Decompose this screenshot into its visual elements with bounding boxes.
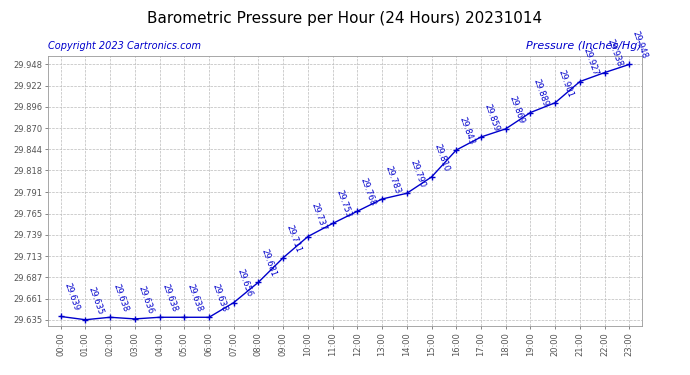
- Text: 29.859: 29.859: [482, 102, 501, 133]
- Text: 29.753: 29.753: [334, 189, 353, 219]
- Text: 29.638: 29.638: [210, 282, 229, 313]
- Text: 29.927: 29.927: [581, 47, 600, 77]
- Text: 29.869: 29.869: [507, 94, 526, 124]
- Text: 29.889: 29.889: [532, 78, 550, 108]
- Text: 29.843: 29.843: [457, 116, 476, 146]
- Text: 29.711: 29.711: [284, 223, 303, 254]
- Text: 29.656: 29.656: [235, 268, 253, 298]
- Text: 29.635: 29.635: [87, 285, 105, 315]
- Text: Barometric Pressure per Hour (24 Hours) 20231014: Barometric Pressure per Hour (24 Hours) …: [148, 11, 542, 26]
- Text: 29.638: 29.638: [112, 282, 130, 313]
- Text: 29.639: 29.639: [62, 282, 81, 312]
- Text: 29.636: 29.636: [136, 284, 155, 315]
- Text: 29.681: 29.681: [260, 248, 278, 278]
- Text: 29.938: 29.938: [606, 38, 624, 68]
- Text: Copyright 2023 Cartronics.com: Copyright 2023 Cartronics.com: [48, 41, 201, 51]
- Text: 29.790: 29.790: [408, 159, 426, 189]
- Text: 29.768: 29.768: [359, 177, 377, 207]
- Text: 29.948: 29.948: [631, 30, 649, 60]
- Text: 29.783: 29.783: [384, 164, 402, 195]
- Text: 29.901: 29.901: [557, 68, 575, 99]
- Text: Pressure (Inches/Hg): Pressure (Inches/Hg): [526, 41, 642, 51]
- Text: 29.638: 29.638: [186, 282, 204, 313]
- Text: 29.810: 29.810: [433, 142, 451, 173]
- Text: 29.638: 29.638: [161, 282, 179, 313]
- Text: 29.737: 29.737: [309, 202, 328, 232]
